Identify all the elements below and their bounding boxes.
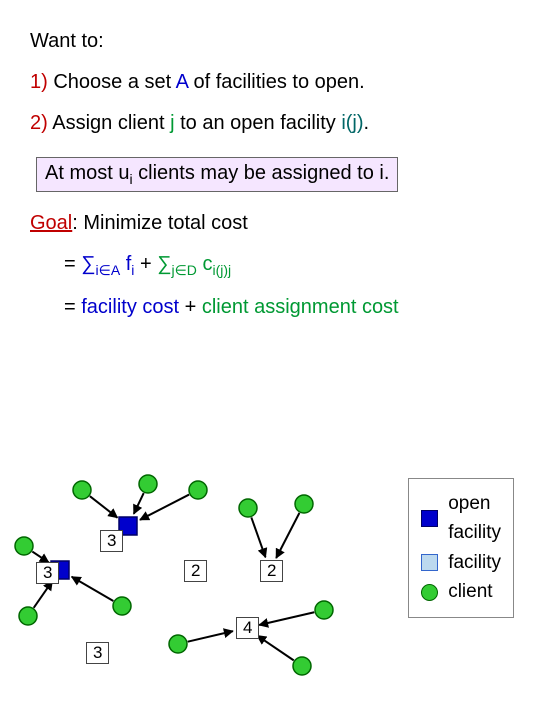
assignment-arrow [90,496,117,518]
client-node [73,481,91,499]
eq2-client-cost: client assignment cost [202,296,399,318]
eq2-facility-cost: facility cost [81,296,179,318]
legend-open-facility-label: open facility [448,489,501,548]
eq1-f: f [120,253,131,275]
client-node [169,635,187,653]
legend-open-facility: open facility [421,489,501,548]
legend-client: client [421,577,501,606]
open-facility-icon [421,510,438,527]
assignment-arrow [251,517,265,557]
set-A: A [176,71,188,93]
client-icon [421,584,438,601]
assignment-arrow [72,577,114,601]
item-2-text-c: . [364,112,370,134]
callout-a: At most [45,162,118,184]
callout-c: . [384,162,390,184]
item-2-number: 2) [30,112,48,134]
item-2-text-b: to an open facility [175,112,342,134]
item-2-text-a: Assign client [52,112,170,134]
goal-rest: : Minimize total cost [72,212,248,234]
equation-line-2: = facility cost + client assignment cost [64,294,510,321]
facility-capacity-label: 4 [236,617,259,639]
assignment-arrow [134,493,144,514]
client-node [295,495,313,513]
facility-capacity-label: 2 [184,560,207,582]
assignment-arrow [276,513,299,558]
facility-capacity-label: 2 [260,560,283,582]
facility-icon [421,554,438,571]
legend: open facility facility client [408,478,514,618]
assignment-arrow [32,552,48,563]
client-node [15,537,33,555]
facility-capacity-label: 3 [86,642,109,664]
item-1-text-b: of facilities to open. [188,71,365,93]
eq1-c-sub: i(j)j [212,262,231,278]
legend-client-label: client [448,577,492,606]
eq2-eq: = [64,296,81,318]
equation-line-1: = ∑i∈A fi + ∑j∈D ci(j)j [64,251,510,280]
eq2-plus: + [179,296,202,318]
client-node [293,657,311,675]
eq1-sub1: i∈A [96,262,121,278]
client-node [239,499,257,517]
facility-capacity-label: 3 [100,530,123,552]
want-to-heading: Want to: [30,28,510,55]
client-node [315,601,333,619]
goal-line: Goal: Minimize total cost [30,210,510,237]
facility-capacity-label: 3 [36,562,59,584]
assignment-arrow [259,612,314,625]
eq1-eq: = [64,253,81,275]
assignment-arrow [34,581,53,608]
eq1-sum2: ∑ [157,253,171,275]
item-2: 2) Assign client j to an open facility i… [30,110,510,137]
client-node [113,597,131,615]
facility-ij: i(j) [341,112,363,134]
legend-facility-label: facility [448,548,501,577]
client-node [139,475,157,493]
callout-u: u [118,162,129,184]
eq1-c: c [197,253,213,275]
goal-label: Goal [30,212,72,234]
item-1: 1) Choose a set A of facilities to open. [30,69,510,96]
client-node [189,481,207,499]
diagram-area: 3 3 2 3 2 4 open facility facility client [0,460,540,720]
legend-facility: facility [421,548,501,577]
callout-b: clients may be assigned to [133,162,380,184]
item-1-number: 1) [30,71,48,93]
capacity-callout: At most ui clients may be assigned to i. [36,157,398,192]
item-1-text-a: Choose a set [53,71,175,93]
eq1-sum1: ∑ [81,253,95,275]
assignment-arrow [257,636,294,661]
eq1-plus: + [134,253,157,275]
client-node [19,607,37,625]
eq1-sub2: j∈D [171,262,196,278]
assignment-arrow [140,495,189,520]
assignment-arrow [188,631,233,642]
